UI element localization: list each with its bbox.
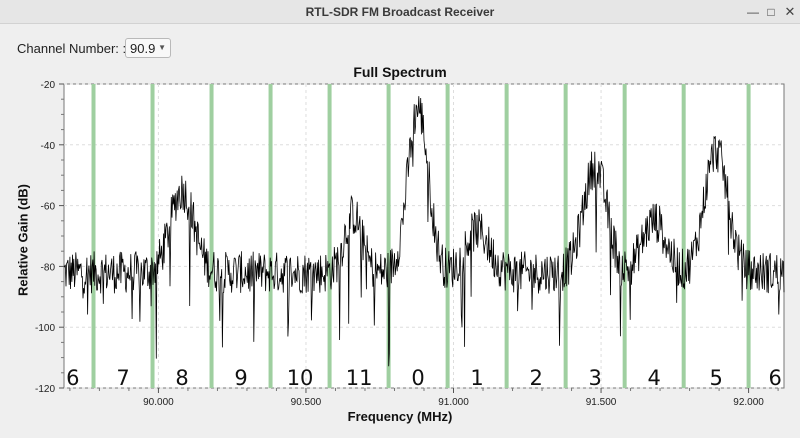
channel-label: 1 [470,366,483,390]
x-tick-label: 90.000 [143,397,174,408]
channel-label: 2 [529,366,542,390]
channel-label: 9 [234,366,247,390]
minimize-icon[interactable]: — [747,5,759,19]
channel-marker [445,84,450,388]
chart-title: Full Spectrum [353,64,447,80]
x-tick-label: 92.000 [733,397,764,408]
channel-marker [504,84,509,388]
channel-label: 11 [346,366,373,390]
window-title: RTL-SDR FM Broadcast Receiver [305,5,495,19]
channel-markers [91,84,751,388]
x-axis-label: Frequency (MHz) [347,409,453,424]
channel-number-label: Channel Number: : [17,41,127,56]
channel-label: 6 [66,366,79,390]
y-tick-label: -40 [41,141,56,152]
channel-marker [386,84,391,388]
channel-number-value: 90.9 [130,41,156,56]
channel-marker [681,84,686,388]
y-tick-label: -80 [41,262,56,273]
y-tick-label: -120 [35,384,55,395]
y-tick-label: -60 [41,202,56,213]
channel-marker [268,84,273,388]
channel-marker [746,84,751,388]
channel-marker [209,84,214,388]
y-tick-label: -20 [41,80,56,91]
title-bar: RTL-SDR FM Broadcast Receiver — □ ✕ [0,0,800,24]
channel-label: 0 [411,366,424,390]
channel-label: 7 [116,366,129,390]
channel-marker [91,84,96,388]
x-tick-label: 91.500 [586,397,617,408]
channel-marker [563,84,568,388]
y-tick-label: -100 [35,323,55,334]
spectrum-trace [63,96,785,367]
x-tick-label: 91.000 [438,397,469,408]
channel-label: 6 [768,366,781,390]
channel-marker [150,84,155,388]
channel-label: 5 [709,366,722,390]
channel-marker [327,84,332,388]
channel-label: 10 [287,366,314,390]
y-axis-label: Relative Gain (dB) [15,184,31,296]
maximize-icon[interactable]: □ [767,5,775,19]
chevron-down-icon: ▼ [158,43,166,52]
channel-marker [622,84,627,388]
spectrum-trace-group [63,96,785,367]
channel-number-dropdown[interactable]: 90.9 ▼ [125,38,171,58]
channel-label: 4 [647,366,660,390]
channel-label: 3 [588,366,601,390]
channel-labels: 6 7 8 9 10 11 0 1 2 3 4 5 6 [66,366,782,390]
close-icon[interactable]: ✕ [784,4,796,19]
x-tick-label: 90.500 [291,397,322,408]
channel-label: 8 [175,366,188,390]
